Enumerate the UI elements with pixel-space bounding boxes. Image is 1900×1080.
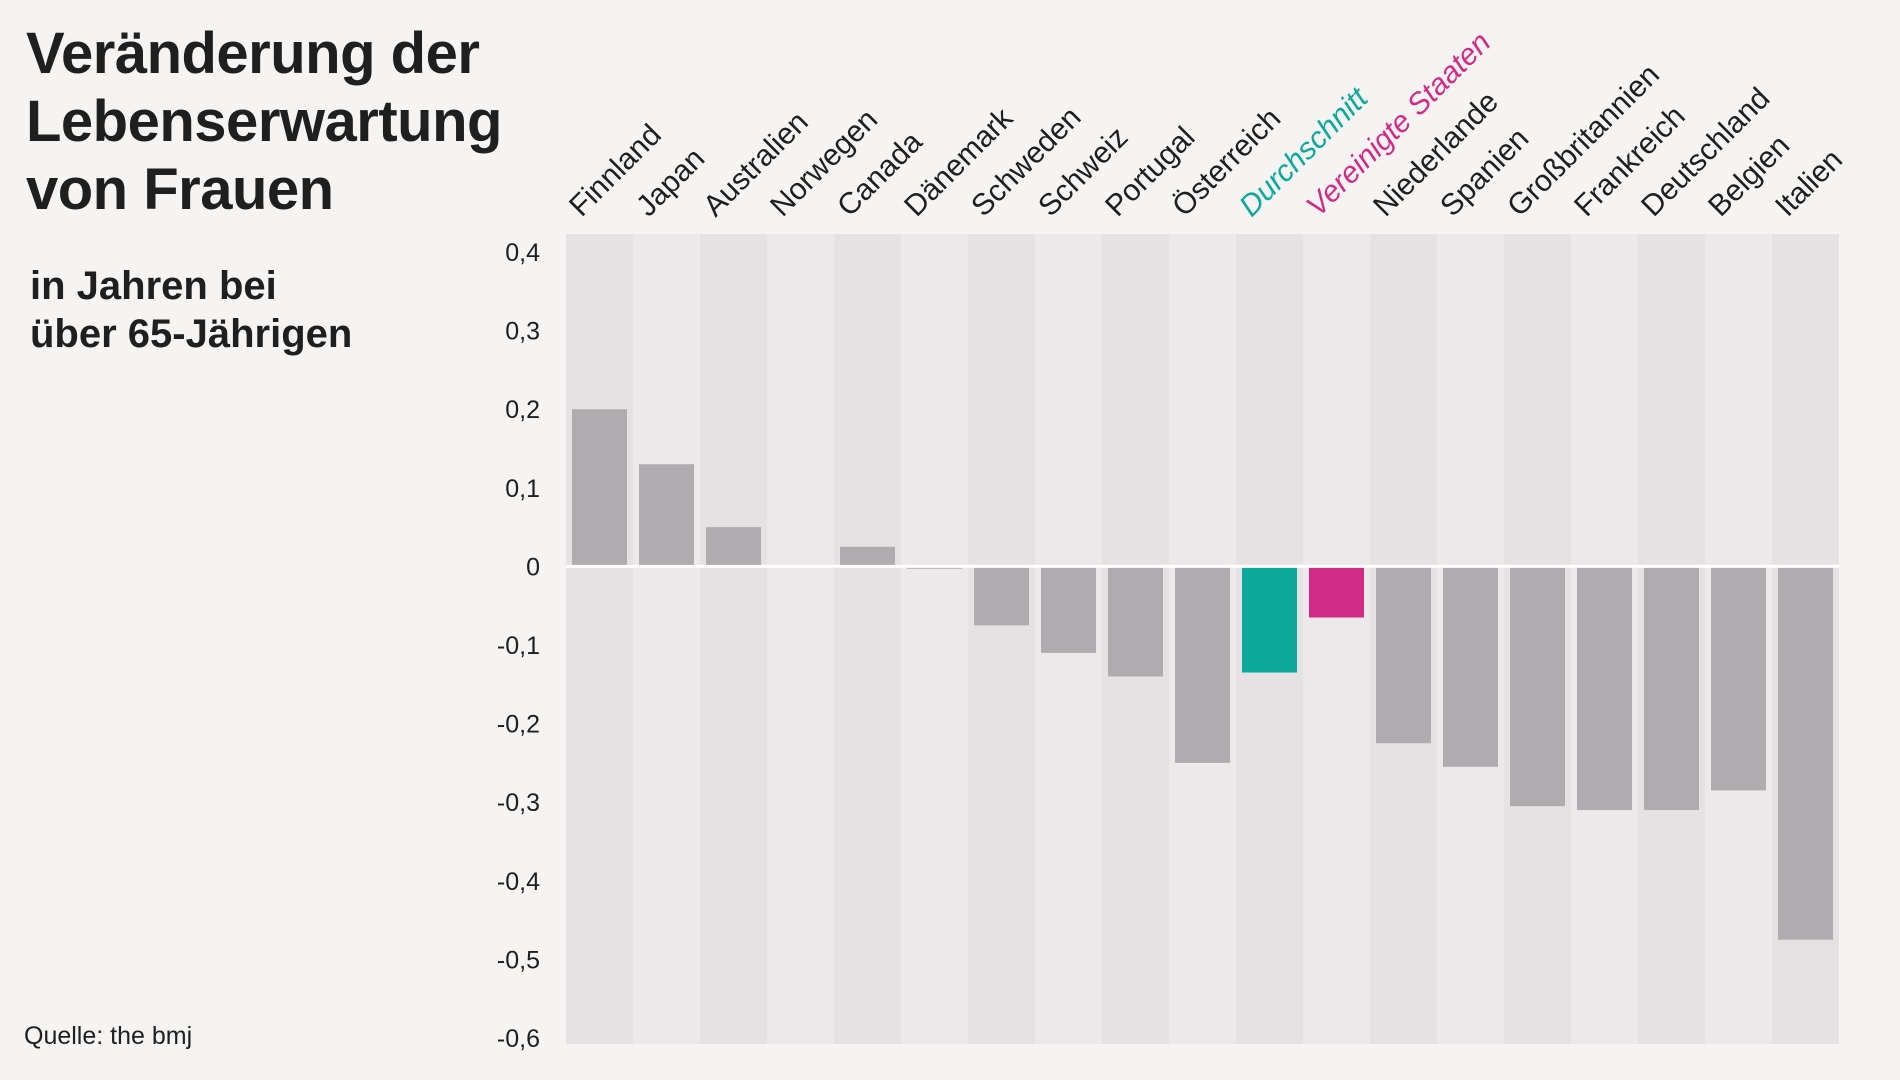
column-background [633, 234, 700, 1044]
chart-subtitle-line-2: über 65-Jährigen [30, 312, 353, 356]
column-background [767, 234, 834, 1044]
bar [1510, 566, 1565, 807]
y-tick-label: 0,1 [505, 475, 540, 503]
x-axis: FinnlandJapanAustralienNorwegenCanadaDän… [563, 26, 1849, 223]
y-tick-label: -0,6 [497, 1025, 540, 1053]
y-tick-label: 0 [526, 553, 540, 581]
y-tick-label: -0,4 [497, 868, 540, 896]
bar [1778, 566, 1833, 940]
source-note: Quelle: the bmj [24, 1022, 193, 1050]
bar [1041, 566, 1096, 653]
bar [1376, 566, 1431, 744]
bar [1108, 566, 1163, 677]
y-tick-label: -0,1 [497, 632, 540, 660]
column-background [1303, 234, 1370, 1044]
y-tick-label: 0,3 [505, 318, 540, 346]
chart-subtitle-line-1: in Jahren bei [30, 264, 277, 308]
bar [1577, 566, 1632, 811]
bar [1711, 566, 1766, 791]
y-tick-label: -0,5 [497, 946, 540, 974]
y-axis: 0,4 0,3 0,2 0,1 0 -0,1 -0,2 -0,3 -0,4 -0,5 -0,6 [497, 239, 540, 1053]
bars [572, 409, 1833, 940]
bar [840, 546, 895, 567]
column-background [700, 234, 767, 1044]
column-background [968, 234, 1035, 1044]
chart-title-line-3: von Frauen [26, 157, 334, 222]
column-background [834, 234, 901, 1044]
bar [1242, 566, 1297, 673]
bar [1443, 566, 1498, 767]
column-background [566, 234, 633, 1044]
chart-title: Veränderung der Lebenserwartung von Frau… [26, 20, 546, 224]
bar [572, 409, 627, 567]
y-tick-label: 0,4 [505, 239, 540, 267]
chart-title-line-1: Veränderung der [26, 21, 480, 86]
chart-title-line-2: Lebenserwartung [26, 89, 502, 154]
bar [974, 566, 1029, 626]
bar [1644, 566, 1699, 811]
bar [1175, 566, 1230, 763]
column-background [901, 234, 968, 1044]
chart-subtitle: in Jahren bei über 65-Jährigen [30, 262, 450, 358]
bar [706, 527, 761, 567]
bar [1309, 566, 1364, 618]
y-tick-label: -0,2 [497, 711, 540, 739]
bar [639, 464, 694, 567]
y-tick-label: 0,2 [505, 396, 540, 424]
y-tick-label: -0,3 [497, 789, 540, 817]
